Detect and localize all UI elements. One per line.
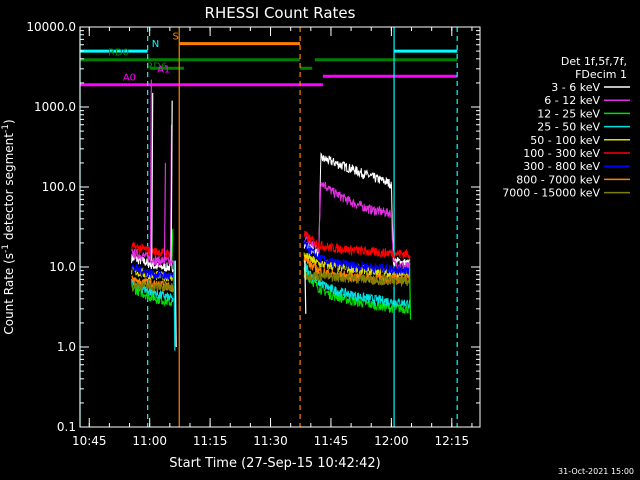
x-tick-label: 11:15: [193, 434, 228, 448]
flag-label-s: S: [173, 32, 179, 43]
x-tick-label: 10:45: [72, 434, 107, 448]
flag-label-a0: A0: [123, 73, 136, 84]
y-axis-label-sup-2: -1: [1, 124, 11, 133]
legend-entry-label: 7000 - 15000 keV: [502, 187, 600, 200]
flag-label-a1: A1: [157, 64, 170, 75]
y-tick-label: 0.1: [57, 420, 76, 434]
series-line: [131, 239, 411, 281]
flag-label-n: N: [152, 39, 159, 50]
x-axis: 10:45 11:00 11:15 11:30 11:45 12:00 12:15: [72, 27, 473, 448]
footer-date: 31-Oct-2021 15:00: [558, 467, 634, 476]
flag-bars: N S RD0 RD6 A0 A1: [80, 32, 458, 87]
y-axis-label-part-1: Count Rate (s: [2, 253, 16, 335]
x-tick-label: 11:00: [132, 434, 167, 448]
y-axis-label-part-2: detector segment: [2, 133, 16, 244]
legend-entry-label: 6 - 12 keV: [544, 94, 600, 107]
spike-line: [304, 260, 307, 314]
x-tick-label: 11:45: [314, 434, 349, 448]
spike-line: [408, 260, 412, 320]
y-tick-label: 10.0: [49, 260, 76, 274]
spike-line: [170, 100, 173, 261]
spike-line: [151, 92, 154, 261]
legend-header: FDecim 1: [575, 68, 627, 81]
legend-entry-label: 12 - 25 keV: [537, 107, 600, 120]
series-line: [131, 181, 411, 271]
y-axis: 10000.0 1000.0 100.0 10.0 1.0 0.1: [26, 20, 480, 434]
flag-label-rd0: RD0: [108, 48, 129, 59]
series-line: [131, 152, 411, 273]
y-tick-label: 10000.0: [26, 20, 76, 34]
spike-line: [173, 260, 176, 351]
spike-line: [174, 260, 177, 348]
y-axis-label-part-3: ): [2, 119, 16, 124]
plot-frame: [79, 26, 481, 428]
series-line: [131, 271, 411, 292]
y-tick-label: 1.0: [57, 340, 76, 354]
flag-label-rd6: RD6: [146, 61, 167, 72]
y-tick-label: 1000.0: [34, 100, 76, 114]
x-axis-label: Start Time (27-Sep-15 10:42:42): [169, 456, 380, 471]
spike-line: [171, 228, 174, 261]
count-rate-curves: [131, 79, 412, 351]
spike-line: [149, 79, 152, 261]
legend-entry-label: 300 - 800 keV: [523, 160, 600, 173]
y-axis-label: Count Rate (s-1 detector segment-1): [1, 119, 16, 334]
y-tick-label: 100.0: [42, 180, 76, 194]
spike-line: [163, 162, 167, 261]
legend-entry-label: 25 - 50 keV: [537, 121, 600, 134]
x-tick-label: 11:30: [253, 434, 288, 448]
legend-entry-label: 800 - 7000 keV: [516, 173, 600, 186]
legend-entry-label: 3 - 6 keV: [551, 81, 600, 94]
x-tick-label: 12:15: [435, 434, 470, 448]
legend-entry-label: 50 - 100 keV: [530, 134, 600, 147]
chart-title: RHESSI Count Rates: [205, 4, 356, 22]
x-tick-label: 12:00: [374, 434, 409, 448]
legend-header: Det 1f,5f,7f,: [561, 55, 627, 68]
legend-entry-label: 100 - 300 keV: [523, 147, 600, 160]
y-axis-label-sup-1: -1: [1, 244, 11, 253]
